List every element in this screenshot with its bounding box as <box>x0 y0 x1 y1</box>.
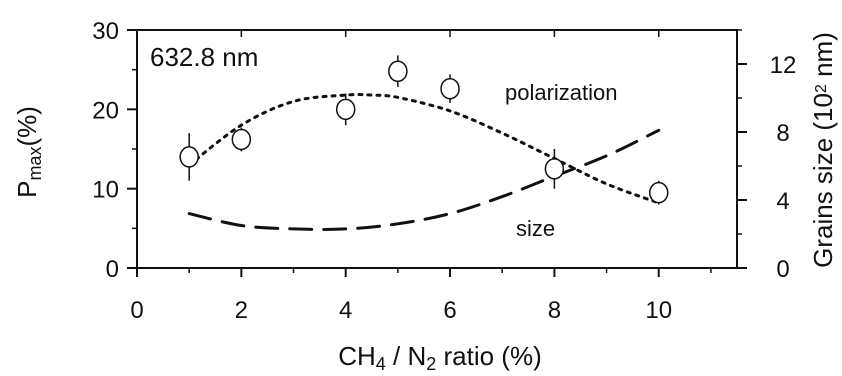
y-right-axis-title-part: Grains size (10 <box>808 93 838 268</box>
x-axis-title: CH4 / N2 ratio (%) <box>338 341 542 374</box>
x-tick-label: 8 <box>548 297 561 324</box>
y-right-tick-label: 8 <box>776 120 789 147</box>
data-point <box>544 158 565 180</box>
data-point <box>179 146 199 168</box>
x-tick-label: 10 <box>645 297 672 324</box>
y-left-tick-label: 30 <box>92 18 119 45</box>
x-tick-label: 2 <box>235 297 248 324</box>
x-axis-title-part: 2 <box>426 354 436 374</box>
x-tick-label: 4 <box>339 297 352 324</box>
y-left-axis-title-part: P <box>12 181 42 198</box>
y-left-tick-label: 0 <box>106 256 119 283</box>
y-right-tick-label: 12 <box>770 52 797 79</box>
wavelength-label: 632.8 nm <box>150 42 258 72</box>
x-axis-title-part: / N <box>386 341 426 371</box>
x-tick-label: 6 <box>443 297 456 324</box>
x-axis-title-part: ratio (%) <box>436 341 541 371</box>
data-point <box>388 60 408 83</box>
data-points <box>179 55 669 205</box>
fit-curves <box>187 93 661 231</box>
y-right-axis-title-part: nm) <box>808 32 838 84</box>
y-right-tick-label: 0 <box>776 256 789 283</box>
data-point <box>648 181 669 204</box>
y-left-tick-label: 10 <box>92 177 119 204</box>
x-tick-label: 0 <box>130 297 143 324</box>
y-left-axis-title: Pmax(%) <box>12 106 45 198</box>
polarization-fit-curve <box>187 93 661 205</box>
axis-ticks: 0 2 4 6 8 10 0 10 20 30 0 4 8 12 <box>92 18 796 324</box>
y-right-axis-title-part: 2 <box>813 84 830 93</box>
data-point <box>335 98 356 121</box>
y-left-tick-label: 20 <box>92 97 119 124</box>
x-axis-title-part: CH <box>338 341 376 371</box>
y-left-axis-title-part: (%) <box>12 106 42 146</box>
data-point <box>231 128 252 151</box>
y-right-tick-label: 4 <box>776 188 789 215</box>
size-curve-label: size <box>516 216 555 241</box>
y-left-axis-title-part: max <box>25 147 45 181</box>
data-point <box>440 77 460 100</box>
size-fit-curve <box>187 128 661 231</box>
y-right-axis-title: Grains size (102 nm) <box>808 32 838 268</box>
polarization-curve-label: polarization <box>505 80 618 105</box>
x-axis-title-part: 4 <box>376 354 386 374</box>
